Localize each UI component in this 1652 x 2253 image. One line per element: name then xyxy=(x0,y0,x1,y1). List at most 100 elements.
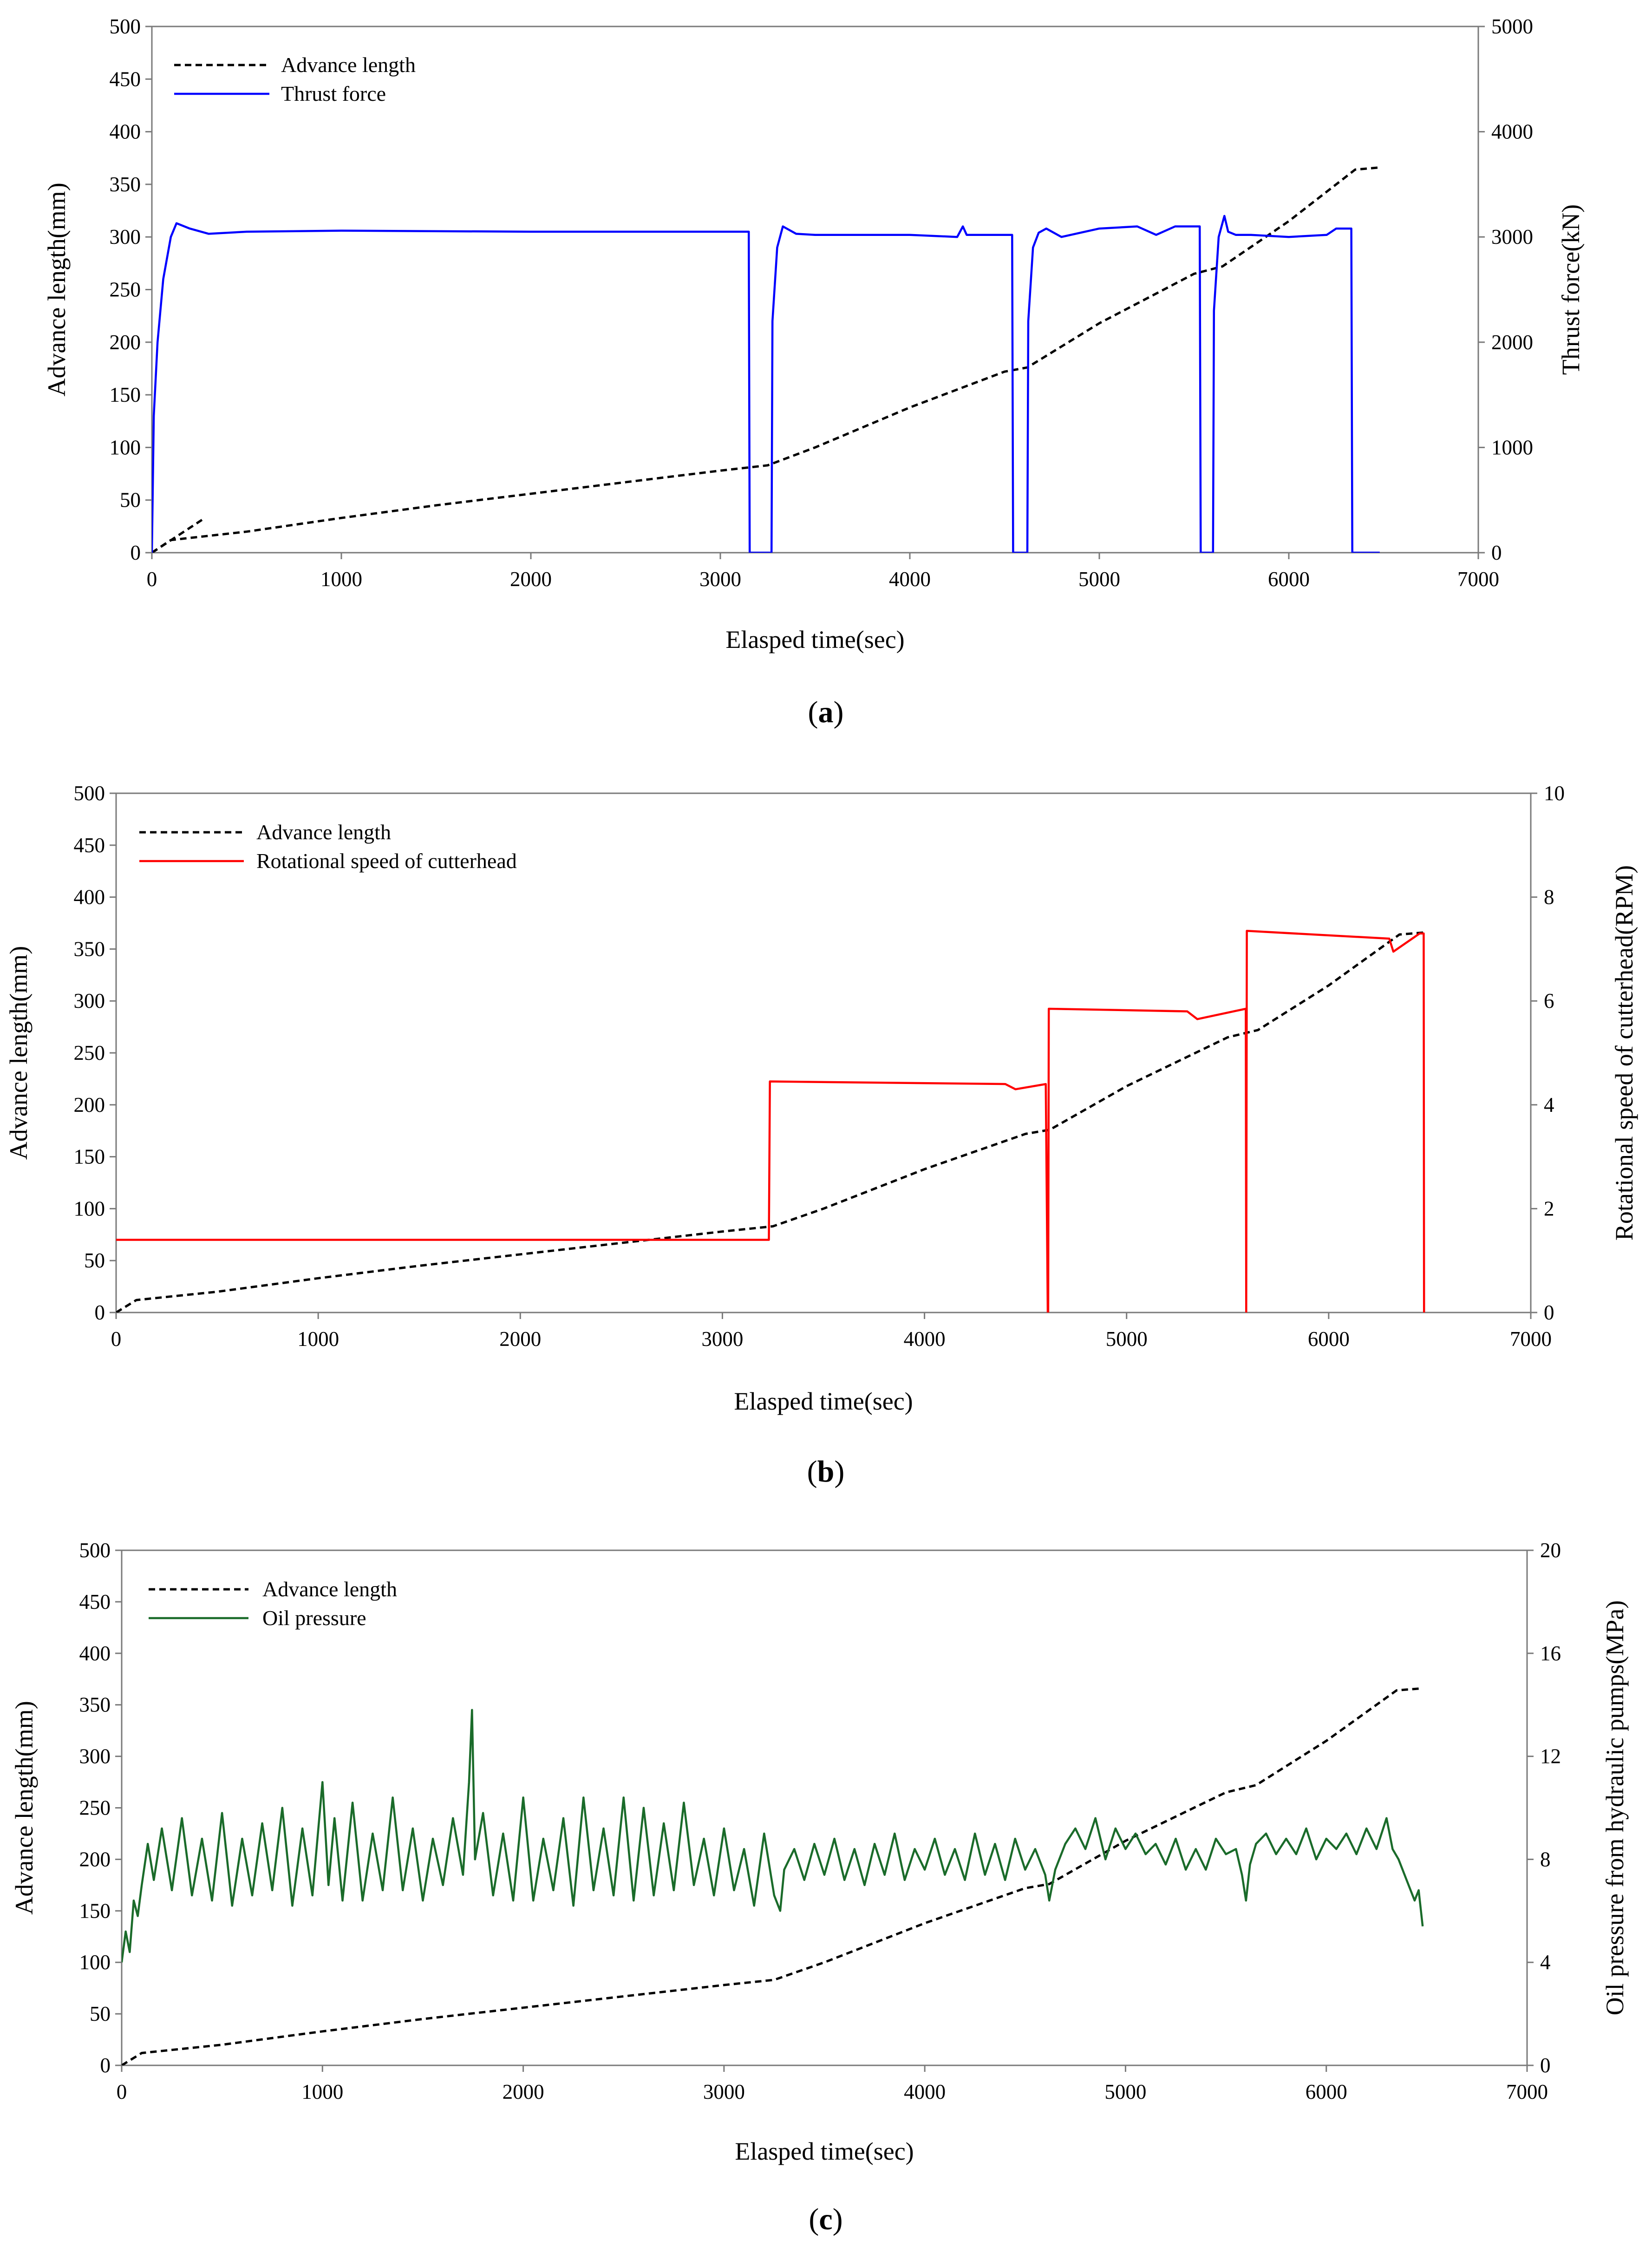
x-tick-label: 4000 xyxy=(904,2080,946,2103)
x-tick-label: 7000 xyxy=(1510,1327,1552,1351)
y-right-tick-label: 2000 xyxy=(1491,331,1533,354)
y-right-tick-label: 8 xyxy=(1540,1848,1551,1871)
y-left-tick-label: 300 xyxy=(110,225,141,248)
caption-paren-close: ) xyxy=(834,695,844,729)
chart-panel-b: 0 1000 2000 3000 4000 5000 6000 7000 0 50 100 150 2 0… xyxy=(5,782,1638,1489)
y-right-tick-label: 2 xyxy=(1544,1197,1554,1220)
panel-caption: (c) xyxy=(809,2202,842,2236)
x-tick-label: 1000 xyxy=(301,2080,343,2103)
y-right-tick-label: 5000 xyxy=(1491,15,1533,38)
y-left-tick-label: 450 xyxy=(110,67,141,91)
legend-label: Advance length xyxy=(256,820,391,844)
y-left-tick-label: 250 xyxy=(110,278,141,301)
y-left-tick-label: 300 xyxy=(79,1745,111,1768)
y-right-tick-label: 12 xyxy=(1540,1745,1561,1768)
caption-paren-open: ( xyxy=(808,695,818,729)
y-right-tick-label: 1000 xyxy=(1491,436,1533,459)
y-left-tick-label: 350 xyxy=(79,1693,111,1717)
x-tick-label: 4000 xyxy=(904,1327,946,1351)
y-left-tick-label: 500 xyxy=(79,1539,111,1562)
series-line-advance-length-segment xyxy=(152,517,206,553)
x-tick-label: 0 xyxy=(111,1327,122,1351)
x-tick-label: 3000 xyxy=(699,568,741,591)
y-right-axis-title: Rotational speed of cutterhead(RPM) xyxy=(1610,865,1638,1241)
caption-letter: b xyxy=(817,1455,835,1489)
legend-label: Advance length xyxy=(281,53,416,77)
x-tick-label: 2000 xyxy=(499,1327,541,1351)
y-right-tick-label: 0 xyxy=(1544,1301,1554,1324)
series-line-advance-length xyxy=(116,931,1426,1313)
x-axis-title: Elasped time(sec) xyxy=(735,2137,914,2165)
y-right-tick-label: 6 xyxy=(1544,989,1554,1012)
x-tick-label: 6000 xyxy=(1306,2080,1347,2103)
y-left-tick-label: 50 xyxy=(84,1249,105,1272)
y-right-tick-label: 0 xyxy=(1540,2054,1551,2077)
y-right-tick-label: 3000 xyxy=(1491,225,1533,248)
panel-caption: (a) xyxy=(808,695,844,729)
legend-label: Advance length xyxy=(262,1577,397,1601)
y-left-tick-label: 250 xyxy=(74,1041,105,1064)
x-tick-label: 5000 xyxy=(1104,2080,1146,2103)
chart-panel-c: 0 1000 2000 3000 4000 5000 6000 700005010015020… xyxy=(10,1539,1629,2236)
x-tick-label: 1000 xyxy=(297,1327,339,1351)
y-right-tick-label: 4000 xyxy=(1491,120,1533,144)
y-right-tick-label: 20 xyxy=(1540,1539,1561,1562)
y-left-tick-label: 450 xyxy=(79,1590,111,1613)
caption-paren-open: ( xyxy=(807,1455,817,1489)
plot-area xyxy=(152,166,1380,553)
chart-panel-a: 0 1000 2000 3000 4000 5000 6000 7000 0 50 100 150 20… xyxy=(43,15,1585,729)
y-left-tick-label: 450 xyxy=(74,834,105,857)
x-tick-label: 5000 xyxy=(1106,1327,1148,1351)
x-tick-label: 2000 xyxy=(510,568,552,591)
x-tick-label: 1000 xyxy=(320,568,362,591)
x-tick-label: 0 xyxy=(147,568,157,591)
series-line-advance-length xyxy=(122,1687,1423,2065)
y-left-tick-label: 150 xyxy=(110,383,141,406)
y-right-tick-label: 16 xyxy=(1540,1642,1561,1665)
y-left-tick-label: 100 xyxy=(110,436,141,459)
caption-paren-close: ) xyxy=(834,1455,844,1489)
y-left-axis-title: Advance length(mm) xyxy=(10,1701,38,1914)
x-tick-label: 2000 xyxy=(503,2080,544,2103)
y-left-tick-label: 400 xyxy=(79,1642,111,1665)
y-left-tick-label: 150 xyxy=(74,1145,105,1169)
y-right-tick-label: 8 xyxy=(1544,886,1554,909)
x-tick-label: 6000 xyxy=(1308,1327,1350,1351)
y-right-tick-label: 4 xyxy=(1540,1951,1551,1974)
y-left-tick-label: 400 xyxy=(110,120,141,144)
y-left-tick-label: 200 xyxy=(79,1848,111,1871)
y-left-tick-label: 50 xyxy=(90,2002,111,2025)
x-tick-label: 3000 xyxy=(701,1327,743,1351)
caption-letter: a xyxy=(818,695,834,729)
x-tick-label: 7000 xyxy=(1506,2080,1548,2103)
y-right-axis-title: Thrust force(kN) xyxy=(1557,204,1585,375)
y-left-tick-label: 500 xyxy=(74,782,105,805)
plot-area xyxy=(116,930,1426,1313)
y-left-tick-label: 250 xyxy=(79,1796,111,1820)
y-right-axis-title: Oil pressure from hydraulic pumps(MPa) xyxy=(1601,1600,1629,2016)
x-tick-label: 4000 xyxy=(889,568,931,591)
y-left-axis-title: Advance length(mm) xyxy=(5,946,33,1160)
legend-label: Rotational speed of cutterhead xyxy=(256,849,517,873)
x-tick-label: 7000 xyxy=(1457,568,1499,591)
series-line-advance-length xyxy=(152,166,1380,553)
x-tick-label: 6000 xyxy=(1268,568,1310,591)
y-left-tick-label: 100 xyxy=(79,1951,111,1974)
caption-letter: c xyxy=(819,2202,832,2236)
y-left-tick-label: 200 xyxy=(110,331,141,354)
y-right-tick-label: 0 xyxy=(1491,541,1502,564)
y-left-tick-label: 50 xyxy=(120,489,141,512)
y-right-tick-label: 4 xyxy=(1544,1093,1554,1117)
x-tick-label: 0 xyxy=(117,2080,127,2103)
y-left-tick-label: 350 xyxy=(110,173,141,196)
y-left-tick-label: 400 xyxy=(74,886,105,909)
series-line-thrust-force xyxy=(152,215,1380,553)
x-tick-label: 3000 xyxy=(703,2080,745,2103)
x-tick-label: 5000 xyxy=(1078,568,1120,591)
y-left-tick-label: 0 xyxy=(95,1301,105,1324)
plot-area xyxy=(122,1687,1424,2065)
series-line-rotational-speed-of-cutterhead xyxy=(116,930,1425,1313)
y-left-tick-label: 100 xyxy=(74,1197,105,1220)
caption-paren-close: ) xyxy=(833,2202,843,2236)
